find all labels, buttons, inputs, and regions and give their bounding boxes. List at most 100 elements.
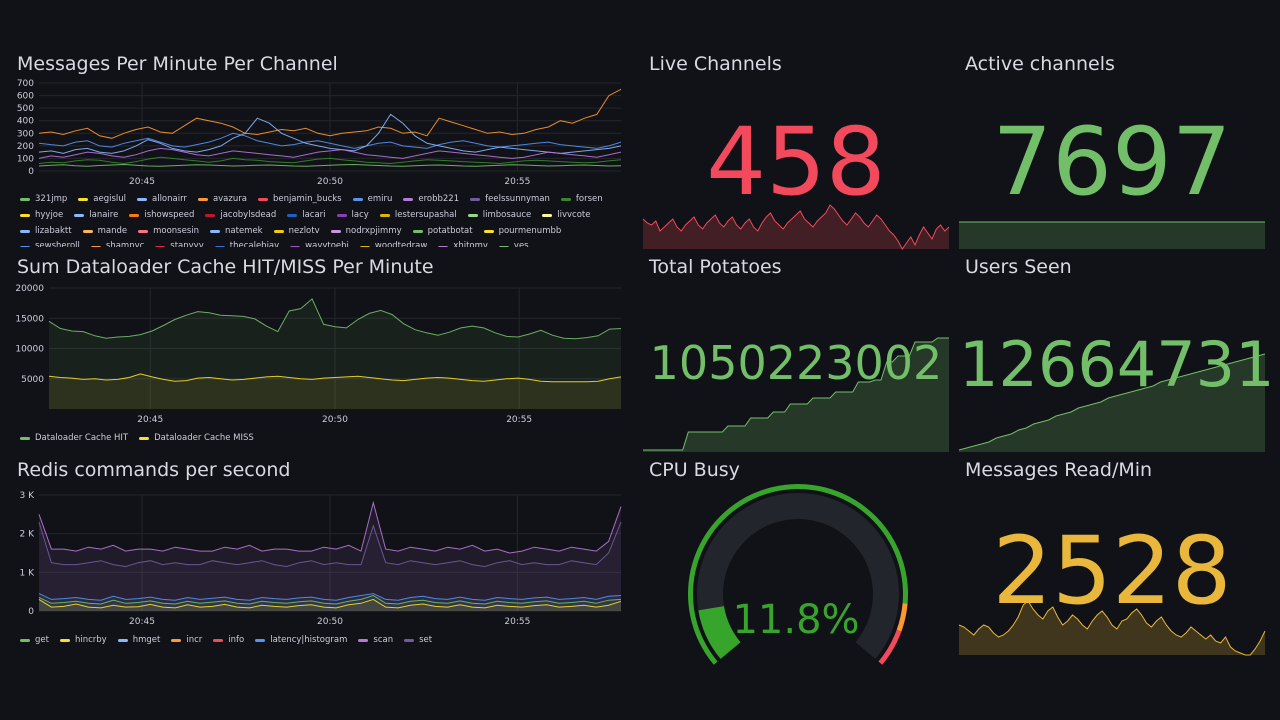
users-seen-value: 12664731: [959, 328, 1275, 401]
legend-swatch: [90, 245, 101, 247]
legend-swatch: [359, 245, 370, 247]
legend-swatch: [379, 214, 390, 217]
legend-item[interactable]: forsen: [560, 192, 603, 208]
series-area: [39, 593, 621, 611]
panel-title[interactable]: Live Channels: [649, 53, 782, 75]
legend-swatch: [287, 214, 298, 217]
panel-title[interactable]: Sum Dataloader Cache HIT/MISS Per Minute: [17, 256, 434, 278]
legend-item[interactable]: natemek: [210, 224, 263, 240]
y-tick-label: 10000: [15, 345, 44, 355]
sparkline-area: [643, 205, 949, 249]
legend-item[interactable]: get: [20, 633, 49, 649]
legend-item[interactable]: lizabaktt: [20, 224, 72, 240]
y-tick-label: 3 K: [20, 491, 36, 501]
legend-label: get: [35, 635, 49, 645]
legend-label: lanaire: [89, 209, 119, 220]
panel-live-channels: Live Channels 458: [642, 53, 950, 250]
legend-item[interactable]: allonairr: [137, 192, 187, 208]
legend-item[interactable]: lacari: [287, 208, 326, 224]
series-area: [49, 373, 621, 409]
cache-chart[interactable]: 5000 10000 15000 20000 20:45 20:50 20:55: [15, 284, 629, 431]
panel-title[interactable]: Redis commands per second: [17, 459, 291, 481]
legend-label: nezlotv: [288, 225, 320, 236]
x-tick-label: 20:45: [129, 177, 155, 187]
legend-item[interactable]: ishowspeed: [129, 208, 194, 224]
legend-item[interactable]: nezlotv: [273, 224, 320, 240]
legend-item[interactable]: erobb221: [403, 192, 459, 208]
legend-label: shamnyc: [105, 241, 145, 247]
panel-title[interactable]: Messages Read/Min: [965, 459, 1153, 481]
legend-item[interactable]: potatbotat: [412, 224, 473, 240]
legend-item[interactable]: info: [213, 633, 244, 649]
legend-item[interactable]: nodrxpjimmy: [330, 224, 402, 240]
legend-item[interactable]: pourmenumbb: [483, 224, 561, 240]
legend-item[interactable]: woodtedraw: [359, 239, 427, 247]
legend-item[interactable]: thecalebjay: [214, 239, 279, 247]
panel-redis-commands: Redis commands per second 0 1 K 2 K 3 K 20:4…: [17, 459, 629, 651]
legend-label: avazura: [212, 194, 247, 204]
series-line: [38, 598, 622, 609]
gauge-threshold-orange: [896, 603, 908, 632]
panel-title[interactable]: Active channels: [965, 53, 1115, 75]
legend-item[interactable]: wayytoebi: [290, 239, 349, 247]
panel-title[interactable]: Messages Per Minute Per Channel: [17, 53, 338, 75]
legend-label: forsen: [575, 194, 603, 204]
legend-swatch: [560, 198, 571, 202]
y-tick-label: 15000: [15, 314, 44, 324]
legend-label: moonsesin: [153, 225, 200, 236]
legend-label: hyyjoe: [35, 209, 64, 220]
legend-item[interactable]: emiru: [352, 192, 392, 208]
legend-item[interactable]: hyyjoe: [20, 208, 63, 224]
legend-item[interactable]: avazura: [197, 192, 247, 208]
panel-title[interactable]: Users Seen: [965, 256, 1072, 278]
series-line: [38, 88, 622, 139]
legend-item[interactable]: lestersupashal: [379, 208, 457, 224]
legend-item[interactable]: hincrby: [59, 633, 107, 649]
series-line: [48, 298, 622, 340]
messages-chart[interactable]: 0 100 200 300 400 500 600 700 20:45 20:50 20:55: [17, 79, 629, 187]
legend-item[interactable]: 321jmp: [20, 192, 67, 208]
legend-item[interactable]: yes: [498, 239, 529, 247]
legend-item[interactable]: aegislul: [78, 192, 126, 208]
legend-item[interactable]: set: [404, 633, 432, 649]
legend-swatch: [20, 198, 30, 202]
legend-label: erobb221: [418, 194, 460, 204]
legend-item[interactable]: feelssunnyman: [470, 192, 550, 208]
legend-item[interactable]: hmget: [117, 633, 160, 649]
panel-title[interactable]: CPU Busy: [649, 459, 740, 481]
legend-label: stanyyy: [170, 241, 204, 247]
legend-label: jacobylsdead: [220, 209, 277, 220]
legend-item[interactable]: Dataloader Cache HIT: [20, 431, 128, 447]
active-channels-sparkline: [959, 221, 1265, 249]
legend-item[interactable]: shamnyc: [90, 239, 145, 247]
x-tick-label: 20:45: [137, 415, 163, 425]
legend-item[interactable]: stanyyy: [155, 239, 204, 247]
legend-swatch: [273, 229, 284, 233]
messages-legend: 321jmp aegislul allonairr avazura benjamin_b…: [20, 192, 629, 247]
sparkline-area: [959, 601, 1265, 655]
legend-item[interactable]: mande: [82, 224, 127, 240]
legend-swatch: [155, 245, 166, 247]
legend-item[interactable]: lacy: [336, 208, 369, 224]
legend-item[interactable]: Dataloader Cache MISS: [139, 431, 254, 447]
legend-item[interactable]: limbosauce: [467, 208, 531, 224]
legend-item[interactable]: scan: [358, 633, 393, 649]
redis-chart[interactable]: 0 1 K 2 K 3 K 20:45 20:50 20:55: [17, 491, 629, 633]
sparkline-line: [958, 600, 1266, 656]
legend-item[interactable]: livvcote: [542, 208, 590, 224]
messages-read-sparkline: [958, 600, 1266, 656]
sparkline-area: [643, 338, 949, 452]
legend-item[interactable]: moonsesin: [138, 224, 199, 240]
legend-item[interactable]: benjamin_bucks: [257, 192, 342, 208]
legend-item[interactable]: lanaire: [74, 208, 118, 224]
legend-item[interactable]: latency|histogram: [255, 633, 347, 649]
y-tick-label: 600: [17, 92, 34, 102]
legend-item[interactable]: jacobylsdead: [205, 208, 276, 224]
panel-title[interactable]: Total Potatoes: [649, 256, 782, 278]
legend-item[interactable]: sewsheroll: [20, 239, 80, 247]
legend-swatch: [129, 214, 140, 217]
legend-item[interactable]: xhitomy: [438, 239, 488, 247]
redis-legend: get hincrby hmget incr info latency|histogram…: [20, 633, 630, 649]
legend-item[interactable]: incr: [171, 633, 202, 649]
legend-swatch: [255, 639, 266, 643]
